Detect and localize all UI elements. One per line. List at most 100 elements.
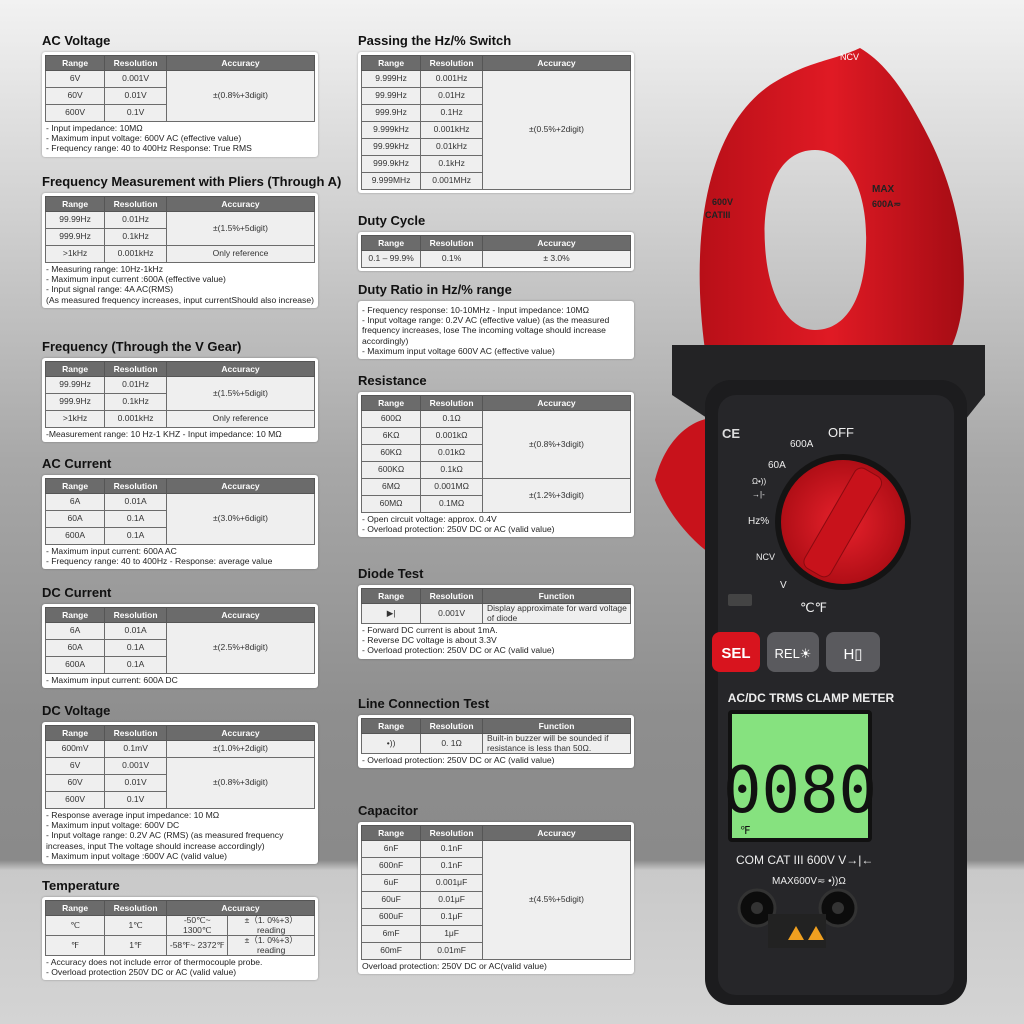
dial-ncv: NCV	[756, 552, 775, 562]
column-header: Accuracy	[482, 235, 631, 251]
column-header: Accuracy	[166, 900, 315, 916]
table-cell: ℉	[44, 935, 106, 956]
column-header: Accuracy	[482, 395, 631, 411]
section-title: AC Current	[42, 456, 112, 471]
column-header: Resolution	[104, 900, 168, 916]
spec-section: AC Current Range Resolution Accuracy 6A 0.01A…	[42, 455, 318, 570]
header-row: Range Resolution Accuracy	[44, 196, 315, 212]
column-header: Function	[482, 588, 631, 604]
table-row: 600KΩ 0.1kΩ	[360, 461, 631, 479]
column-header: Resolution	[420, 588, 484, 604]
table-cell: ±(1.2%+3digit)	[482, 478, 631, 513]
table-cell: 0.1A	[104, 527, 168, 545]
header-row: Range Resolution Function	[360, 588, 631, 604]
table-row: 9.999Hz 0.001Hz ±(0.5%+2digit)	[360, 70, 631, 190]
spec-table: Range Resolution Function •)) 0. 1Ω Built-in …	[360, 718, 631, 754]
table-row: 600Ω 0.1Ω ±(0.8%+3digit)	[360, 410, 631, 479]
note-line: - Frequency range: 40 to 400Hz - Respons…	[46, 556, 273, 567]
notes: - Maximum input current: 600A AC - Freque…	[45, 545, 315, 566]
notes: - Overload protection: 250V DC or AC (va…	[361, 754, 631, 765]
note-line: - Forward DC current is about 1mA.	[362, 625, 498, 635]
spec-card: Range Resolution Function ▶| 0.001V Display a…	[358, 585, 634, 659]
table-cell: 0.1Hz	[420, 104, 484, 122]
hold-button[interactable]	[826, 632, 880, 672]
table-row: 999.9Hz 0.1Hz	[360, 104, 631, 122]
section-title: Resistance	[358, 373, 427, 388]
table-cell: 60mF	[360, 942, 422, 960]
note-line: - Overload protection: 250V DC or AC (va…	[362, 524, 555, 535]
table-cell: 60A	[44, 510, 106, 528]
column-header: Accuracy	[166, 196, 315, 212]
dial-v: V	[780, 580, 787, 591]
table-cell: 600uF	[360, 908, 422, 926]
section-title: Duty Ratio in Hz/% range	[358, 282, 512, 297]
spec-section: Capacitor Range Resolution Accuracy 6nF 0.1nF…	[358, 802, 634, 975]
table-cell: 0.001kHz	[420, 121, 484, 139]
notes: - Response average input impedance: 10 M…	[45, 809, 315, 861]
table-cell: 0.001kΩ	[420, 427, 484, 445]
section-title: AC Voltage	[42, 33, 111, 48]
header-row: Range Resolution Accuracy	[44, 55, 315, 71]
table-cell: >1kHz	[44, 410, 106, 428]
rel-button[interactable]	[767, 632, 819, 672]
jack-label-2: MAX600V≂ •))Ω	[772, 876, 846, 887]
table-cell: 0.001μF	[420, 874, 484, 892]
table-cell: 6MΩ	[360, 478, 422, 496]
ncv-label: NCV	[840, 52, 859, 62]
note-line: - Maximum input current: 600A AC	[46, 546, 177, 556]
clamp-meter-image: NCV 600V CATIII MAX 600A≂ CE OFF 600A 60…	[655, 48, 985, 1005]
table-cell: 600V	[44, 104, 106, 122]
header-row: Range Resolution Accuracy	[360, 825, 631, 841]
table-cell: 0.1%	[420, 250, 484, 268]
spec-card: Range Resolution Accuracy 9.999Hz 0.001Hz ±(0…	[358, 52, 634, 193]
table-cell: -58℉~ 2372℉	[166, 935, 229, 956]
table-cell: ± 3.0%	[482, 250, 631, 268]
table-cell: 1μF	[420, 925, 484, 943]
table-cell: 0.01V	[104, 774, 168, 792]
note-line: - Maximum input voltage: 600V AC (effect…	[46, 133, 242, 144]
spec-card: Range Resolution Accuracy 600Ω 0.1Ω ±(0.8%+3d…	[358, 392, 634, 538]
table-row: 600A 0.1A	[44, 527, 315, 545]
sel-button[interactable]	[712, 632, 760, 672]
table-cell: ▶|	[360, 603, 422, 624]
note-line: - Response average input impedance: 10 M…	[46, 810, 220, 820]
cat-label: 600V	[712, 197, 733, 207]
ce-mark: CE	[722, 426, 740, 441]
table-row: >1kHz 0.001kHz Only reference	[44, 410, 315, 428]
note-line: - Overload protection 250V DC or AC (val…	[46, 967, 237, 978]
section-title: Capacitor	[358, 803, 418, 818]
header-row: Range Resolution Accuracy	[360, 55, 631, 71]
table-row: 6A 0.01A ±(3.0%+6digit)	[44, 493, 315, 545]
table-cell: Only reference	[166, 245, 315, 263]
spec-table: Range Resolution Accuracy 600Ω 0.1Ω ±(0.8%+3d…	[360, 395, 631, 513]
dial-knob[interactable]	[801, 465, 884, 580]
table-row: ℉ 1℉ -58℉~ 2372℉ ±（1. 0%+3） reading	[44, 935, 315, 956]
section-title: Passing the Hz/% Switch	[358, 33, 512, 48]
table-row: 600A 0.1A	[44, 656, 315, 674]
warning-icon	[788, 926, 824, 940]
section-title: DC Voltage	[42, 703, 111, 718]
table-cell: 0.01A	[104, 493, 168, 511]
table-cell: 600KΩ	[360, 461, 422, 479]
column-header: Range	[360, 588, 422, 604]
spec-table: Range Resolution Accuracy ℃ 1℃ -50℃~ 1300℃ ±（1…	[44, 900, 315, 956]
table-cell: ±（1. 0%+3） reading	[227, 935, 315, 956]
table-cell: 99.99kHz	[360, 138, 422, 156]
header-row: Range Resolution Accuracy	[44, 607, 315, 623]
table-cell: 0.001MHz	[420, 172, 484, 190]
table-cell: 0.1 – 99.9%	[360, 250, 422, 268]
spec-section: Line Connection Test Range Resolution Funct…	[358, 695, 634, 769]
spec-table: Range Resolution Accuracy 6V 0.001V ±(0.8%+3d…	[44, 55, 315, 122]
header-row: Range Resolution Accuracy	[44, 478, 315, 494]
column-header: Accuracy	[482, 825, 631, 841]
table-cell: Display approximate for ward voltage of …	[482, 603, 631, 624]
table-cell: 0.001V	[104, 70, 168, 88]
spec-section: Duty Cycle Range Resolution Accuracy 0.1 – 9…	[358, 212, 634, 271]
table-cell: 0.01A	[104, 622, 168, 640]
spec-table: Range Resolution Accuracy 600mV 0.1mV ±(1.0%+…	[44, 725, 315, 809]
table-cell: 1℉	[104, 935, 168, 956]
column-header: Resolution	[104, 725, 168, 741]
column-header: Resolution	[104, 55, 168, 71]
spec-card: Range Resolution Accuracy 600mV 0.1mV ±(1.0%+…	[42, 722, 318, 865]
table-row: 0.1 – 99.9% 0.1% ± 3.0%	[360, 250, 631, 268]
